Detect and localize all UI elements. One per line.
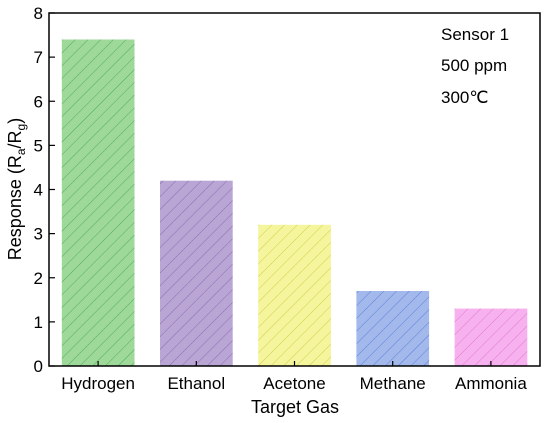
x-tick-label-hydrogen: Hydrogen	[61, 374, 135, 393]
y-tick-label-3: 3	[34, 225, 43, 244]
annotation-concentration: 500 ppm	[441, 56, 507, 75]
y-tick-label-6: 6	[34, 92, 43, 111]
y-axis-title-sub-g: g	[14, 124, 28, 131]
x-tick-label-acetone: Acetone	[263, 374, 325, 393]
y-tick-label-7: 7	[34, 48, 43, 67]
y-tick-label-1: 1	[34, 313, 43, 332]
y-axis-title-end: )	[5, 118, 25, 124]
bar-hydrogen	[61, 39, 135, 366]
y-axis: 0 1 2 3 4 5 6 7 8	[34, 4, 55, 376]
x-axis-title: Target Gas	[251, 397, 339, 417]
x-tick-label-methane: Methane	[360, 374, 426, 393]
y-axis-title: Response (Ra/Rg)	[5, 118, 28, 260]
annotation-sensor: Sensor 1	[441, 25, 509, 44]
bar-acetone	[258, 224, 331, 366]
bars-group	[61, 39, 528, 366]
y-tick-label-4: 4	[34, 181, 43, 200]
y-tick-label-5: 5	[34, 136, 43, 155]
y-axis-title-sub-a: a	[14, 148, 28, 155]
annotation-temperature: 300℃	[441, 88, 488, 107]
y-tick-label-2: 2	[34, 269, 43, 288]
x-tick-label-ethanol: Ethanol	[167, 374, 225, 393]
bar-ammonia	[454, 308, 528, 366]
y-tick-label-0: 0	[34, 357, 43, 376]
bar-methane	[356, 291, 430, 366]
x-axis: Hydrogen Ethanol Acetone Methane Ammonia	[61, 361, 527, 393]
bar-ethanol	[160, 180, 233, 366]
x-tick-label-ammonia: Ammonia	[455, 374, 527, 393]
y-tick-label-8: 8	[34, 4, 43, 23]
y-axis-title-base: Response (R	[5, 155, 25, 260]
y-axis-title-mid: /R	[5, 130, 25, 148]
